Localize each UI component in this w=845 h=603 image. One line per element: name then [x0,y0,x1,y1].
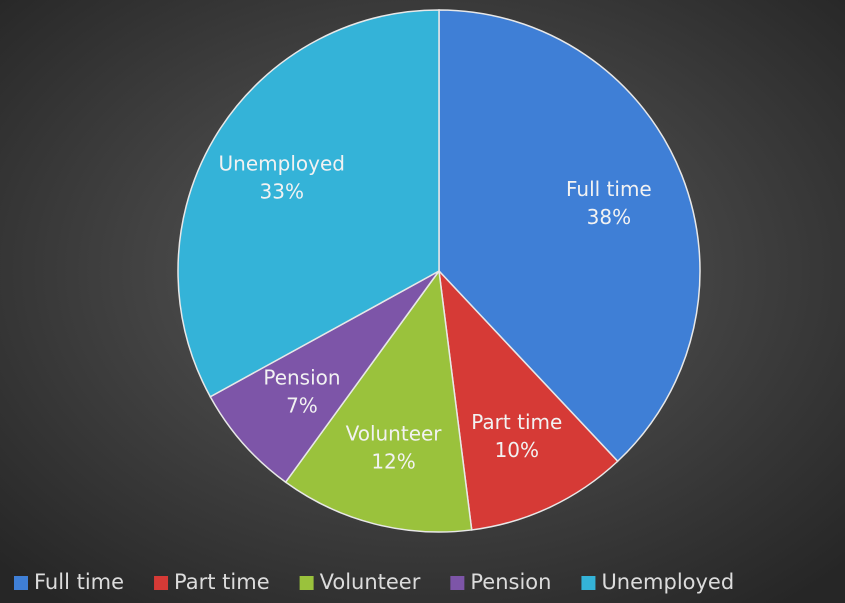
legend-label: Unemployed [601,570,734,594]
legend-swatch [154,576,169,590]
pie-slice [437,268,619,531]
legend-label: Volunteer [320,570,421,594]
slice-value: 12% [371,449,415,473]
slice-label: Part time [471,410,562,434]
slice-value: 10% [495,438,539,462]
legend-swatch [581,576,596,590]
pie-slice [177,9,440,398]
legend-swatch [14,576,28,590]
pie-slice [438,9,701,463]
slice-value: 33% [260,179,304,203]
slice-label: Unemployed [219,151,345,175]
pie-slice [284,269,473,533]
legend-swatch [450,576,465,590]
legend-label: Full time [34,570,124,594]
slice-label: Pension [263,365,340,389]
pie-slice [209,270,440,484]
slice-value: 38% [587,205,631,229]
slice-value: 7% [286,393,318,417]
legend-label: Pension [470,570,551,594]
slice-label: Volunteer [346,421,443,445]
legend-swatch [299,576,314,590]
slice-label: Full time [566,177,652,201]
legend-label: Part time [174,570,270,594]
